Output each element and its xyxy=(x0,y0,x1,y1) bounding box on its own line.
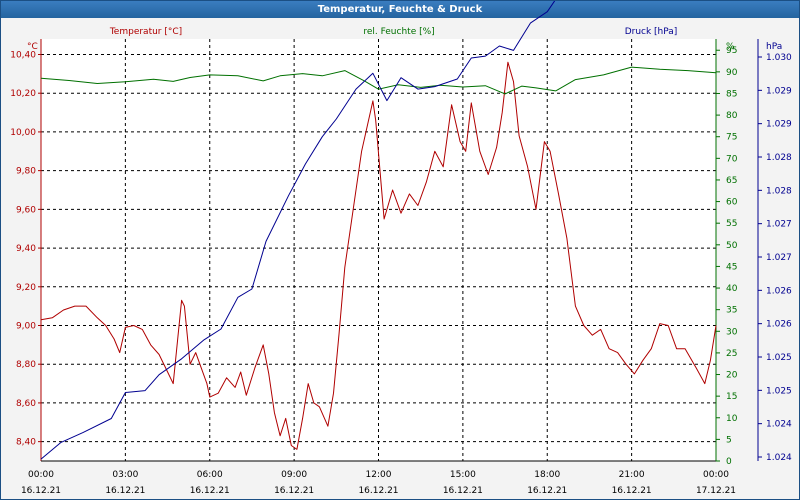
x-tick-date: 16.12.21 xyxy=(443,486,483,496)
right2-tick-label: 1.026 xyxy=(766,320,792,330)
x-tick-time: 18:00 xyxy=(534,470,560,480)
series-line-temperature xyxy=(40,61,717,450)
right1-tick-label: 50 xyxy=(726,241,738,251)
window-title: Temperatur, Feuchte & Druck xyxy=(1,1,799,18)
right2-tick-label: 1.024 xyxy=(766,453,792,463)
right2-tick-label: 1.025 xyxy=(766,386,792,396)
right2-tick-label: 1.028 xyxy=(766,186,792,196)
legend-humidity: rel. Feuchte [%] xyxy=(363,27,434,37)
left-axis-unit: °C xyxy=(27,42,38,52)
legend-temperature: Temperatur [°C] xyxy=(109,27,182,37)
left-tick-label: 9,60 xyxy=(16,205,36,215)
x-tick-time: 03:00 xyxy=(112,470,138,480)
x-tick-time: 00:00 xyxy=(703,470,729,480)
x-tick-date: 16.12.21 xyxy=(612,486,652,496)
right1-tick-label: 25 xyxy=(726,349,737,359)
right1-tick-label: 65 xyxy=(726,176,737,186)
right2-tick-label: 1.028 xyxy=(766,153,792,163)
x-tick-date: 16.12.21 xyxy=(105,486,145,496)
grid-lines xyxy=(41,39,716,461)
x-tick-time: 12:00 xyxy=(366,470,392,480)
right1-tick-label: 95 xyxy=(726,46,737,56)
x-tick-date: 16.12.21 xyxy=(21,486,61,496)
left-tick-label: 10,40 xyxy=(10,50,36,60)
right2-tick-label: 1.029 xyxy=(766,120,792,130)
x-tick-date: 17.12.21 xyxy=(696,486,736,496)
right1-tick-label: 60 xyxy=(726,198,738,208)
right1-tick-label: 45 xyxy=(726,262,737,272)
right1-tick-label: 40 xyxy=(726,284,738,294)
x-tick-date: 16.12.21 xyxy=(274,486,314,496)
data-series xyxy=(40,1,717,460)
left-tick-label: 9,20 xyxy=(16,283,36,293)
x-tick-time: 15:00 xyxy=(450,470,476,480)
right1-tick-label: 5 xyxy=(726,435,732,445)
chart-axes xyxy=(38,39,762,462)
series-line-humidity xyxy=(40,66,717,95)
legend-pressure: Druck [hPa] xyxy=(625,27,678,37)
right1-tick-label: 0 xyxy=(726,457,732,467)
x-tick-date: 16.12.21 xyxy=(358,486,398,496)
right2-tick-label: 1.027 xyxy=(766,220,792,230)
right2-tick-label: 1.029 xyxy=(766,86,792,96)
left-tick-label: 10,20 xyxy=(10,89,36,99)
series-line-pressure xyxy=(40,1,556,460)
right1-tick-label: 80 xyxy=(726,111,738,121)
left-tick-label: 9,00 xyxy=(16,321,36,331)
x-tick-time: 00:00 xyxy=(28,470,54,480)
right1-tick-label: 20 xyxy=(726,371,738,381)
left-tick-label: 9,40 xyxy=(16,244,36,254)
x-tick-time: 06:00 xyxy=(197,470,223,480)
tick-labels: 00:00 16.12.21 03:00 16.12.21 06:00 16.12.21 0… xyxy=(10,46,792,496)
right1-tick-label: 85 xyxy=(726,89,737,99)
right2-tick-label: 1.030 xyxy=(766,53,792,63)
x-tick-date: 16.12.21 xyxy=(190,486,230,496)
right1-tick-label: 35 xyxy=(726,306,737,316)
right1-tick-label: 70 xyxy=(726,154,738,164)
right1-tick-label: 90 xyxy=(726,68,738,78)
right1-tick-label: 15 xyxy=(726,392,737,402)
right2-tick-label: 1.024 xyxy=(766,420,792,430)
x-tick-time: 09:00 xyxy=(281,470,307,480)
x-tick-time: 21:00 xyxy=(619,470,645,480)
left-tick-label: 10,00 xyxy=(10,128,36,138)
right1-axis-unit: % xyxy=(726,42,735,52)
left-tick-label: 8,80 xyxy=(16,360,36,370)
right1-tick-label: 55 xyxy=(726,219,737,229)
right2-tick-label: 1.025 xyxy=(766,353,792,363)
right2-tick-label: 1.027 xyxy=(766,253,792,263)
right2-tick-label: 1.026 xyxy=(766,286,792,296)
right2-axis-unit: hPa xyxy=(766,42,782,52)
x-tick-date: 16.12.21 xyxy=(527,486,567,496)
left-tick-label: 8,60 xyxy=(16,399,36,409)
right1-tick-label: 30 xyxy=(726,327,738,337)
left-tick-label: 9,80 xyxy=(16,167,36,177)
right1-tick-label: 10 xyxy=(726,414,738,424)
right1-tick-label: 75 xyxy=(726,133,737,143)
left-tick-label: 8,40 xyxy=(16,438,36,448)
